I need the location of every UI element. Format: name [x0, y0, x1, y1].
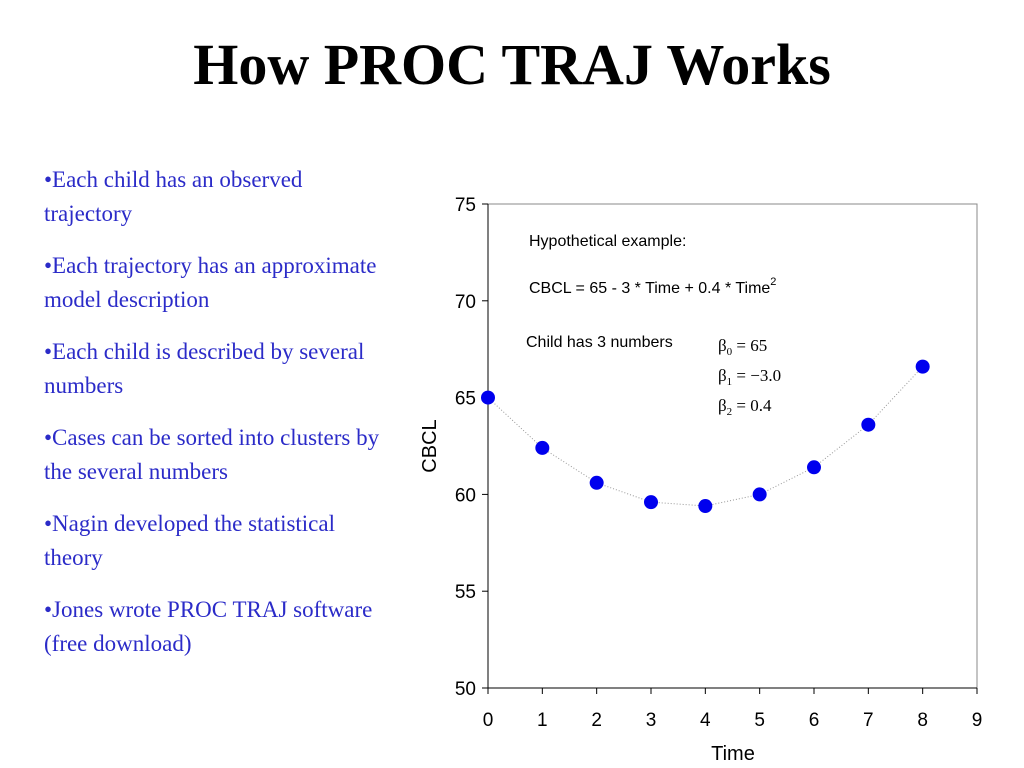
data-point	[589, 475, 604, 490]
data-point	[752, 487, 767, 502]
beta-0: β0 = 65	[718, 336, 767, 358]
beta-1: β1 = −3.0	[718, 366, 781, 388]
data-point	[481, 390, 495, 405]
x-tick-label: 8	[917, 710, 928, 731]
x-tick-label: 7	[863, 710, 874, 731]
x-tick-label: 6	[809, 710, 820, 731]
fitted-curve	[487, 366, 924, 507]
beta-symbol: β	[718, 336, 727, 355]
y-tick-label: 70	[455, 292, 476, 313]
beta-value: = 65	[732, 336, 767, 355]
data-point	[698, 499, 713, 514]
x-tick-label: 9	[972, 710, 983, 731]
y-tick-label: 75	[455, 195, 476, 216]
bullet-item: •Each trajectory has an approximate mode…	[44, 253, 377, 312]
formula-superscript: 2	[770, 276, 776, 288]
beta-value: = −3.0	[732, 366, 781, 385]
beta-symbol: β	[718, 366, 727, 385]
axes: 50 55 60 65 70 75 0 1 2 3 4 5 6 7 8 9	[455, 195, 982, 731]
slide-title: How PROC TRAJ Works	[193, 32, 831, 97]
bullet-item: •Cases can be sorted into clusters by th…	[44, 425, 380, 484]
x-tick-label: 0	[483, 710, 494, 731]
data-points	[481, 359, 930, 514]
plot-frame	[487, 203, 978, 689]
bullet-item: •Each child is described by several numb…	[44, 339, 365, 398]
x-tick-label: 5	[754, 710, 765, 731]
annotation-heading: Hypothetical example:	[529, 233, 686, 250]
child-label: Child has 3 numbers	[526, 334, 673, 351]
y-tick-label: 55	[455, 582, 476, 603]
x-tick-label: 2	[591, 710, 602, 731]
bullet-list: •Each child has an observed trajectory •…	[44, 163, 384, 679]
data-point	[644, 495, 658, 510]
x-tick-label: 1	[537, 710, 548, 731]
beta-value: = 0.4	[732, 396, 772, 415]
bullet-item: •Jones wrote PROC TRAJ software (free do…	[44, 597, 373, 656]
beta-symbol: β	[718, 396, 727, 415]
beta-subscript: 2	[727, 406, 733, 418]
y-tick-label: 60	[455, 485, 476, 506]
y-tick-label: 50	[455, 679, 476, 700]
y-axis-label: CBCL	[419, 419, 441, 472]
x-tick-label: 4	[700, 710, 711, 731]
beta-subscript: 0	[727, 346, 733, 358]
formula-text: CBCL = 65 - 3 * Time + 0.4 * Time	[529, 280, 770, 297]
data-point	[915, 359, 930, 374]
data-point	[807, 460, 821, 475]
data-point	[535, 440, 550, 455]
bullet-item: •Each child has an observed trajectory	[44, 167, 303, 226]
bullet-item: •Nagin developed the statistical theory	[44, 511, 335, 570]
beta-2: β2 = 0.4	[718, 396, 772, 418]
x-axis-label: Time	[711, 743, 755, 765]
x-tick-label: 3	[646, 710, 657, 731]
beta-subscript: 1	[727, 376, 733, 388]
data-point	[861, 417, 876, 432]
annotation-formula: CBCL = 65 - 3 * Time + 0.4 * Time2	[529, 276, 776, 297]
y-tick-label: 65	[455, 389, 476, 410]
